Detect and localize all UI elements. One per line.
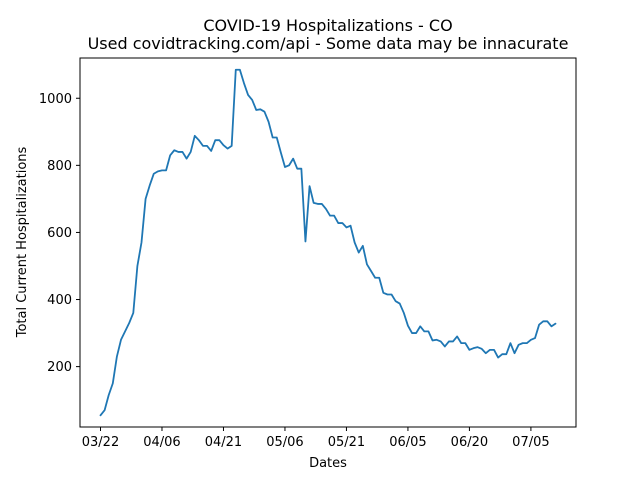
chart-subtitle: Used covidtracking.com/api - Some data m… xyxy=(88,34,569,53)
y-tick-label: 800 xyxy=(47,159,72,174)
x-tick-label: 05/21 xyxy=(328,435,365,450)
x-tick-label: 05/06 xyxy=(266,435,303,450)
y-axis-label: Total Current Hospitalizations xyxy=(15,146,30,338)
x-tick-label: 04/06 xyxy=(143,435,180,450)
x-axis-label: Dates xyxy=(309,456,347,471)
y-tick-label: 1000 xyxy=(39,92,72,107)
y-tick-label: 600 xyxy=(47,226,72,241)
chart-title: COVID-19 Hospitalizations - CO xyxy=(203,16,452,35)
y-axis-ticks: 200 400 600 800 1000 xyxy=(39,92,80,375)
plot-area xyxy=(79,57,577,428)
axes-frame xyxy=(79,57,577,428)
series-line xyxy=(99,68,557,417)
x-tick-label: 06/20 xyxy=(451,435,488,450)
x-axis-ticks: 03/22 04/06 04/21 05/06 05/21 06/05 06/20 07/05 xyxy=(82,427,550,450)
y-tick-label: 200 xyxy=(47,360,72,375)
x-tick-label: 06/05 xyxy=(389,435,426,450)
x-tick-label: 03/22 xyxy=(82,435,119,450)
x-tick-label: 07/05 xyxy=(512,435,549,450)
y-tick-label: 400 xyxy=(47,293,72,308)
x-tick-label: 04/21 xyxy=(205,435,242,450)
